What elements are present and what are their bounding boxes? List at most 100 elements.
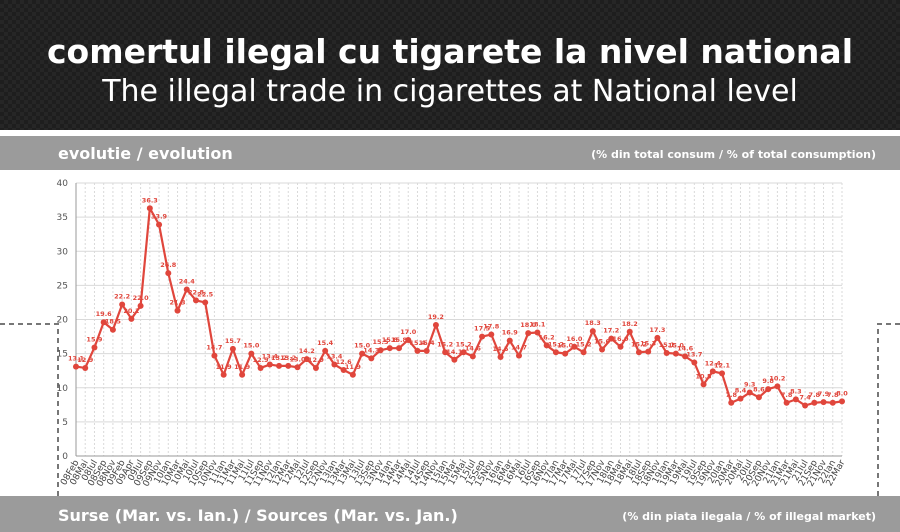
footer-unit: (% din piata ilegala / % of illegal mark…	[622, 510, 876, 523]
data-label: 15.2	[576, 340, 592, 348]
data-point	[266, 361, 273, 368]
series-line	[75, 207, 843, 407]
data-point	[839, 398, 845, 405]
x-tick-label: 18Mar	[603, 458, 626, 488]
data-label: 20.1	[123, 307, 140, 315]
data-point	[192, 297, 199, 304]
data-point	[359, 350, 366, 357]
data-label: 15.0	[557, 342, 574, 350]
x-tick-label: 10Nov	[197, 458, 221, 489]
x-tick-label: 10Ian	[153, 459, 174, 486]
data-label: 7.8	[809, 391, 821, 399]
y-tick-label: 30	[57, 247, 69, 257]
x-tick-label: 12Mai	[281, 459, 303, 488]
data-label: 19.6	[96, 310, 113, 318]
x-tick-label: 12Nov	[308, 458, 332, 489]
data-label: 7.9	[818, 390, 830, 398]
data-label: 17.3	[649, 326, 665, 334]
data-point	[165, 270, 172, 277]
y-tick-label: 15	[57, 350, 68, 360]
data-point	[340, 367, 347, 374]
data-label: 11.9	[345, 363, 362, 371]
section-label: evolutie / evolution	[58, 144, 233, 163]
x-tick-label: 13Mar	[326, 458, 349, 488]
x-tick-label: 11Ian	[208, 459, 229, 486]
y-tick-label: 35	[57, 213, 68, 223]
data-label: 8.4	[735, 387, 747, 395]
data-label: 7.8	[827, 391, 839, 399]
data-point	[534, 329, 541, 336]
x-tick-label: 11Nov	[252, 458, 276, 489]
x-tick-label: 14Sep	[409, 458, 432, 488]
y-tick-label: 20	[57, 316, 69, 326]
data-point	[183, 286, 190, 293]
data-point	[156, 221, 163, 228]
data-label: 18.0	[520, 321, 537, 329]
x-tick-label: 15Sep	[465, 458, 488, 488]
data-point	[423, 347, 430, 354]
data-label: 22.8	[188, 288, 205, 296]
data-label: 15.9	[86, 335, 103, 343]
x-tick-label: 15Mar	[437, 458, 460, 488]
x-tick-label: 12Sep	[299, 458, 322, 488]
x-tick-label: 18Mai	[613, 459, 635, 488]
data-point	[719, 370, 726, 377]
x-tick-label: 08Nov	[95, 458, 119, 489]
x-tick-label: 15Nov	[474, 458, 498, 489]
x-tick-label: 18Sep	[631, 458, 654, 488]
x-tick-label: 21Nov	[806, 458, 830, 489]
data-point	[239, 371, 246, 378]
data-label: 12.9	[308, 356, 325, 364]
data-point	[414, 347, 421, 354]
data-label: 12.9	[253, 356, 270, 364]
x-tick-label: 21Ian	[762, 459, 783, 486]
x-tick-label: 20Mai	[724, 459, 746, 488]
x-tick-label: 18Iul	[625, 459, 645, 483]
data-point	[146, 205, 153, 212]
data-label: 33.9	[151, 213, 168, 221]
y-tick-label: 25	[57, 281, 68, 291]
x-tick-label: 08Mai	[69, 459, 91, 488]
x-tick-label: 17Iul	[569, 459, 589, 483]
x-tick-label: 19Ian	[651, 459, 672, 486]
data-label: 15.5	[373, 338, 390, 346]
x-tick-label: 21Mai	[779, 459, 801, 488]
x-tick-label: 13Ian	[319, 459, 340, 486]
section-band: evolutie / evolution (% din total consum…	[0, 136, 900, 170]
data-point	[497, 354, 504, 361]
x-tick-label: 16Nov	[529, 458, 553, 489]
data-point	[746, 389, 753, 396]
data-label: 13.1	[68, 355, 85, 363]
x-tick-label: 20Ian	[706, 459, 727, 486]
data-point	[331, 361, 338, 368]
data-point	[645, 348, 652, 355]
data-label: 14.1	[446, 348, 463, 356]
x-tick-label: 16Mar	[492, 458, 515, 488]
y-tick-label: 0	[62, 452, 68, 462]
footer-sources: Surse (Mar. vs. Ian.) / Sources (Mar. vs…	[58, 506, 458, 525]
data-label: 15.0	[243, 342, 260, 350]
x-tick-label: 14Ian	[374, 459, 395, 486]
data-point	[672, 350, 679, 357]
data-label: 15.4	[419, 339, 436, 347]
x-tick-label: 13Sep	[354, 458, 377, 488]
data-label: 13.2	[280, 354, 296, 362]
data-label: 21.3	[169, 299, 185, 307]
data-label: 10.2	[769, 374, 785, 382]
x-tick-label: 19Nov	[695, 458, 719, 489]
data-label: 13.4	[262, 353, 279, 361]
x-tick-label: 14Mai	[392, 459, 414, 488]
x-tick-label: 19Sep	[686, 458, 709, 488]
data-label: 15.8	[382, 336, 399, 344]
data-point	[802, 402, 809, 409]
data-point	[229, 345, 236, 352]
x-tick-label: 13Mai	[336, 459, 358, 488]
data-point	[405, 336, 412, 343]
data-point	[137, 302, 144, 309]
x-tick-label: 09Iul	[126, 459, 146, 483]
data-label: 15.4	[409, 339, 426, 347]
page-subtitle: The illegal trade in cigarettes at Natio…	[102, 74, 798, 109]
x-tick-label: 10Mai	[170, 459, 192, 488]
data-label: 11.9	[234, 363, 251, 371]
data-point	[257, 364, 264, 371]
